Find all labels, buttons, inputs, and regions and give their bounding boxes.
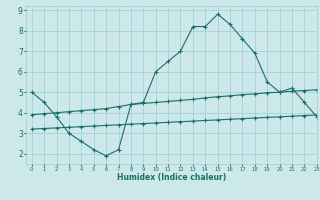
X-axis label: Humidex (Indice chaleur): Humidex (Indice chaleur) [116, 173, 226, 182]
